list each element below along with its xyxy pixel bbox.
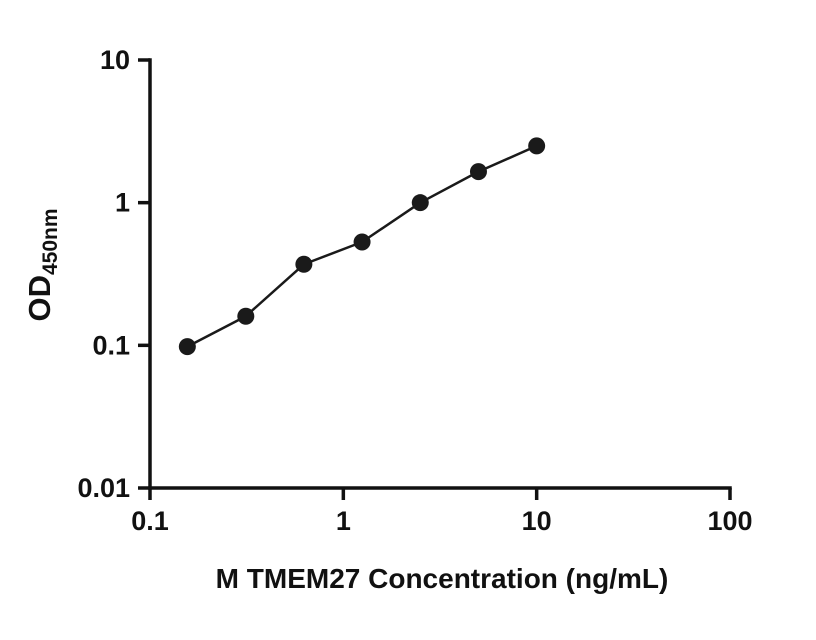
y-axis-tick-label: 0.1	[92, 330, 130, 360]
data-point	[237, 307, 255, 325]
y-axis-tick-label: 0.01	[77, 473, 130, 503]
x-axis-tick-label: 0.1	[131, 506, 169, 536]
y-axis-tick-label: 1	[115, 188, 130, 218]
y-axis-title: OD450nm	[22, 208, 62, 321]
data-point	[295, 255, 313, 273]
data-point	[411, 194, 429, 212]
x-axis-title: M TMEM27 Concentration (ng/mL)	[216, 563, 669, 594]
data-point	[469, 163, 487, 181]
x-axis-tick-label: 1	[336, 506, 351, 536]
data-point	[353, 233, 371, 251]
x-axis-tick-label: 10	[522, 506, 552, 536]
data-point	[528, 137, 546, 155]
y-axis-title-main: OD	[22, 275, 57, 322]
x-axis-tick-label: 100	[707, 506, 752, 536]
y-axis-title-subscript: 450nm	[39, 208, 62, 275]
data-point	[178, 338, 196, 356]
y-axis-tick-label: 10	[100, 45, 130, 75]
